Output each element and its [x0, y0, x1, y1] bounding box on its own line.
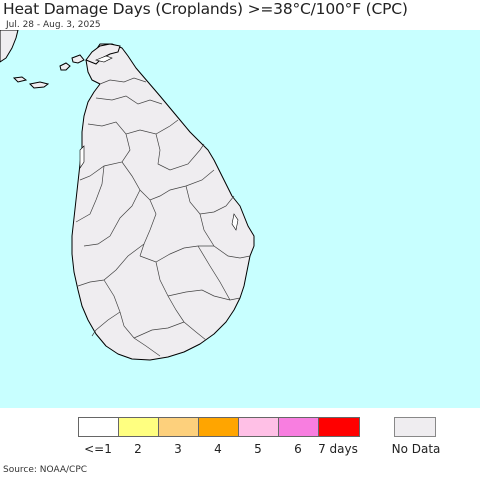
jaffna-lagoon: [95, 55, 113, 63]
legend-swatch-3: [159, 418, 199, 436]
legend-color-scale: [78, 417, 360, 437]
legend-label-3: 3: [174, 442, 182, 456]
legend-label-1: <=1: [84, 442, 112, 456]
district-boundaries: [75, 77, 251, 357]
batticaloa-lagoon: [231, 213, 239, 231]
mannar-island: [28, 81, 50, 89]
map-panel: [0, 30, 480, 408]
legend-swatch-6: [279, 418, 319, 436]
legend-label-7: 7 days: [318, 442, 358, 456]
puttalam-lagoon: [79, 145, 85, 169]
legend-swatch-4: [199, 418, 239, 436]
legend-swatch-7: [319, 418, 359, 436]
island-delft: [59, 62, 71, 71]
legend-label-2: 2: [134, 442, 142, 456]
island-kayts: [71, 54, 85, 64]
legend-label-6: 6: [294, 442, 302, 456]
legend-swatch-5: [239, 418, 279, 436]
sri-lanka-map: [0, 30, 480, 408]
legend-swatch-2: [119, 418, 159, 436]
source-credit: Source: NOAA/CPC: [3, 465, 88, 475]
adams-bridge-shoal: [12, 76, 28, 83]
map-date-range: Jul. 28 - Aug. 3, 2025: [6, 20, 101, 30]
legend-no-data-swatch: [394, 417, 436, 437]
legend-no-data-label: No Data: [391, 442, 441, 456]
legend-label-4: 4: [214, 442, 222, 456]
legend-swatch-1: [79, 418, 119, 436]
legend-label-5: 5: [254, 442, 262, 456]
india-landmass: [0, 30, 19, 63]
sri-lanka-landmass: [71, 43, 255, 361]
map-title: Heat Damage Days (Croplands) >=38°C/100°…: [3, 0, 408, 18]
